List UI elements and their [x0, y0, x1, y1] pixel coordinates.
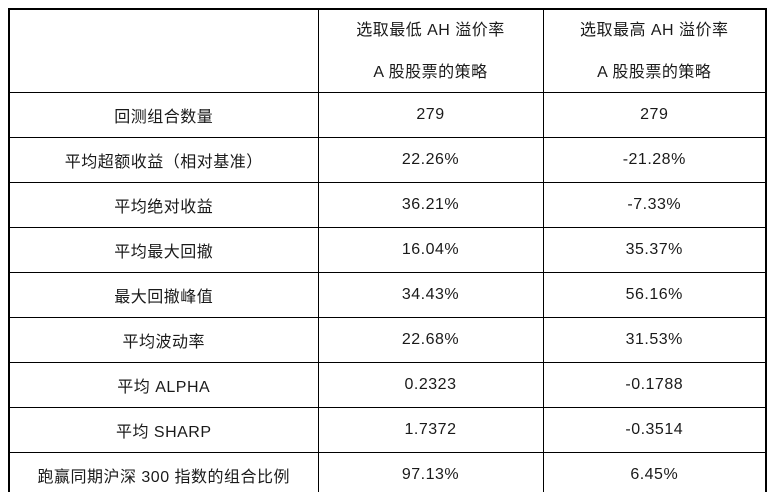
header-corner-cell — [8, 8, 319, 93]
value-high: 279 — [542, 92, 767, 138]
value-low: 36.21% — [317, 182, 544, 228]
row-label: 平均最大回撤 — [8, 227, 319, 273]
value-high: 6.45% — [542, 452, 767, 492]
value-high: 35.37% — [542, 227, 767, 273]
value-low: 279 — [317, 92, 544, 138]
value-low: 97.13% — [317, 452, 544, 492]
row-label: 最大回撤峰值 — [8, 272, 319, 318]
header-high-line2: A 股股票的策略 — [597, 63, 712, 81]
row-label: 回测组合数量 — [8, 92, 319, 138]
table-row: 平均最大回撤 16.04% 35.37% — [8, 227, 767, 273]
table-row: 平均 SHARP 1.7372 -0.3514 — [8, 407, 767, 453]
header-high-premium-strategy: 选取最高 AH 溢价率 A 股股票的策略 — [542, 8, 767, 93]
header-high-line1: 选取最高 AH 溢价率 — [579, 21, 729, 39]
value-low: 16.04% — [317, 227, 544, 273]
row-label: 平均 SHARP — [8, 407, 319, 453]
table-row: 平均超额收益（相对基准） 22.26% -21.28% — [8, 137, 767, 183]
table-row: 平均绝对收益 36.21% -7.33% — [8, 182, 767, 228]
value-high: -21.28% — [542, 137, 767, 183]
header-low-premium-strategy: 选取最低 AH 溢价率 A 股股票的策略 — [317, 8, 544, 93]
value-low: 1.7372 — [317, 407, 544, 453]
header-low-line2: A 股股票的策略 — [373, 63, 488, 81]
table-row: 回测组合数量 279 279 — [8, 92, 767, 138]
value-low: 0.2323 — [317, 362, 544, 408]
value-low: 22.68% — [317, 317, 544, 363]
row-label: 平均绝对收益 — [8, 182, 319, 228]
table-row: 最大回撤峰值 34.43% 56.16% — [8, 272, 767, 318]
value-high: 31.53% — [542, 317, 767, 363]
table-row: 平均 ALPHA 0.2323 -0.1788 — [8, 362, 767, 408]
value-high: -0.3514 — [542, 407, 767, 453]
table-row: 平均波动率 22.68% 31.53% — [8, 317, 767, 363]
row-label: 跑赢同期沪深 300 指数的组合比例 — [8, 452, 319, 492]
value-low: 34.43% — [317, 272, 544, 318]
row-label: 平均 ALPHA — [8, 362, 319, 408]
row-label: 平均超额收益（相对基准） — [8, 137, 319, 183]
value-high: -0.1788 — [542, 362, 767, 408]
value-high: -7.33% — [542, 182, 767, 228]
table-row: 跑赢同期沪深 300 指数的组合比例 97.13% 6.45% — [8, 452, 767, 492]
header-low-line1: 选取最低 AH 溢价率 — [356, 21, 505, 39]
value-high: 56.16% — [542, 272, 767, 318]
header-row: 选取最低 AH 溢价率 A 股股票的策略 选取最高 AH 溢价率 A 股股票的策… — [8, 8, 767, 93]
value-low: 22.26% — [317, 137, 544, 183]
row-label: 平均波动率 — [8, 317, 319, 363]
backtest-results-table: 选取最低 AH 溢价率 A 股股票的策略 选取最高 AH 溢价率 A 股股票的策… — [8, 8, 767, 492]
